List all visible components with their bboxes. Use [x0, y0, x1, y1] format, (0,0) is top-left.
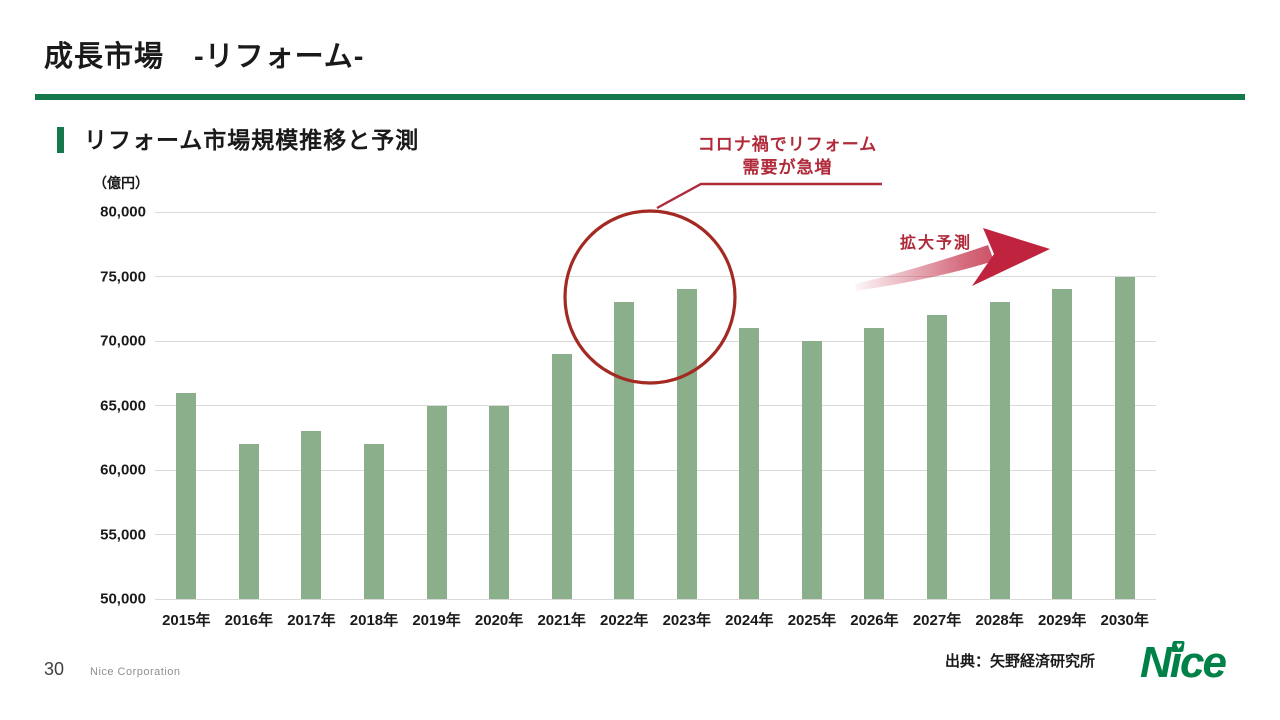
- logo-letter-n: N: [1140, 638, 1172, 687]
- gridline: [155, 469, 1156, 471]
- plot-area: 50,000 55,000 60,000 65,000 70,000 75,000 80,0…: [100, 204, 1156, 629]
- gridline: [155, 534, 1156, 535]
- bar-2016年: [238, 444, 259, 599]
- logo-letter-i: ı ♥: [1170, 638, 1185, 688]
- bar-2018年: [363, 444, 384, 599]
- bar-2022年: [614, 302, 635, 599]
- y-axis-tick-label: 65,000: [100, 397, 146, 414]
- gridline: [155, 598, 1156, 600]
- x-axis-label: 2015年: [162, 612, 211, 629]
- page-number: 30: [44, 659, 65, 679]
- y-axis-tick-label: 55,000: [100, 526, 146, 543]
- gridline: [155, 405, 1156, 406]
- x-axis-label: 2023年: [662, 612, 711, 629]
- section-accent-bar: [57, 127, 64, 153]
- x-axis-label: 2016年: [224, 612, 274, 629]
- y-axis-tick-label: 50,000: [100, 590, 146, 608]
- nice-logo: Nı ♥ ce: [1140, 638, 1227, 688]
- logo-heart-icon: ♥: [1171, 641, 1185, 652]
- gridline: [155, 276, 1156, 277]
- covid-callout-text: コロナ禍でリフォーム 需要が急増: [655, 133, 920, 179]
- x-axis-label: 2028年: [975, 612, 1024, 629]
- x-axis-label: 2017年: [287, 612, 336, 629]
- bar-2026年: [864, 328, 885, 599]
- bar-2027年: [927, 315, 948, 599]
- bar-2025年: [801, 341, 822, 599]
- y-axis-unit-label: （億円）: [93, 175, 149, 191]
- bar-2028年: [989, 302, 1010, 599]
- x-axis-label: 2024年: [725, 612, 774, 629]
- bar-2024年: [739, 328, 760, 599]
- title-divider-rule: [35, 94, 1245, 100]
- x-axis-label: 2025年: [787, 612, 837, 629]
- y-axis-tick-label: 80,000: [100, 203, 146, 221]
- callout-leader-line: [656, 182, 882, 210]
- bar-2023年: [676, 289, 697, 599]
- bar-2029年: [1052, 289, 1073, 599]
- expansion-forecast-label: 拡大予測: [900, 235, 973, 252]
- bar-2021年: [551, 353, 572, 599]
- bar-2017年: [301, 431, 322, 599]
- bar-2019年: [426, 405, 447, 599]
- x-axis-label: 2030年: [1100, 612, 1149, 629]
- logo-letters-ce: ce: [1180, 638, 1227, 687]
- y-axis-tick-label: 75,000: [100, 268, 146, 285]
- x-axis-label: 2029年: [1037, 612, 1087, 629]
- source-note: 出典：矢野経済研究所: [945, 653, 1096, 670]
- company-name: Nice Corporation: [90, 666, 181, 678]
- covid-callout-line1: コロナ禍でリフォーム: [697, 135, 878, 154]
- y-axis-tick-label: 70,000: [100, 332, 146, 350]
- bar-2015年: [176, 392, 197, 599]
- x-axis-label: 2020年: [474, 612, 524, 629]
- bar-2030年: [1114, 276, 1135, 599]
- x-axis-label: 2018年: [349, 612, 399, 629]
- y-axis-tick-label: 60,000: [100, 461, 146, 479]
- page-title: 成長市場 -リフォーム-: [44, 41, 365, 73]
- section-title: リフォーム市場規模推移と予測: [84, 127, 420, 153]
- x-axis-label: 2022年: [600, 612, 649, 629]
- x-axis-label: 2027年: [912, 612, 962, 629]
- x-axis-label: 2026年: [850, 612, 899, 629]
- x-axis-label: 2021年: [537, 612, 586, 629]
- x-axis-label: 2019年: [412, 612, 461, 629]
- bar-2020年: [489, 405, 510, 599]
- covid-callout-line2: 需要が急増: [742, 158, 833, 177]
- gridline: [155, 211, 1156, 213]
